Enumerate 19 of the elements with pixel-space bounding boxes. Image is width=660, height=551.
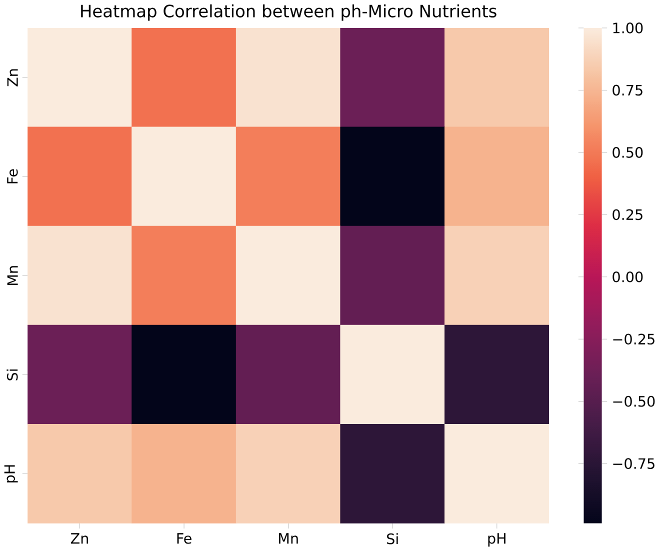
color-bar-label: 1.00	[613, 22, 643, 34]
x-tick-label: Si	[387, 533, 398, 544]
y-tick-label: pH	[4, 465, 18, 482]
color-bar-label: −0.25	[613, 334, 654, 345]
color-bar-label: −0.75	[613, 458, 654, 470]
y-tick-label: Zn	[7, 69, 18, 86]
color-bar-label: −0.50	[613, 396, 655, 407]
y-tick-label: Si	[6, 370, 18, 380]
color-bar-label: 0.25	[612, 209, 642, 220]
y-tick-label: Mn	[7, 266, 18, 285]
y-tick-label: Fe	[7, 169, 18, 184]
x-tick-label: pH	[488, 533, 506, 547]
x-tick-label: Mn	[279, 533, 298, 544]
color-bar-label: 0.00	[612, 272, 643, 282]
x-tick-label: Zn	[70, 533, 88, 544]
chart-title: Heatmap Correlation between ph-Micro Nutrients	[81, 4, 496, 21]
x-tick-label: Fe	[177, 533, 192, 544]
color-bar-label: 0.75	[612, 84, 642, 96]
color-bar-label: 0.50	[612, 147, 643, 158]
